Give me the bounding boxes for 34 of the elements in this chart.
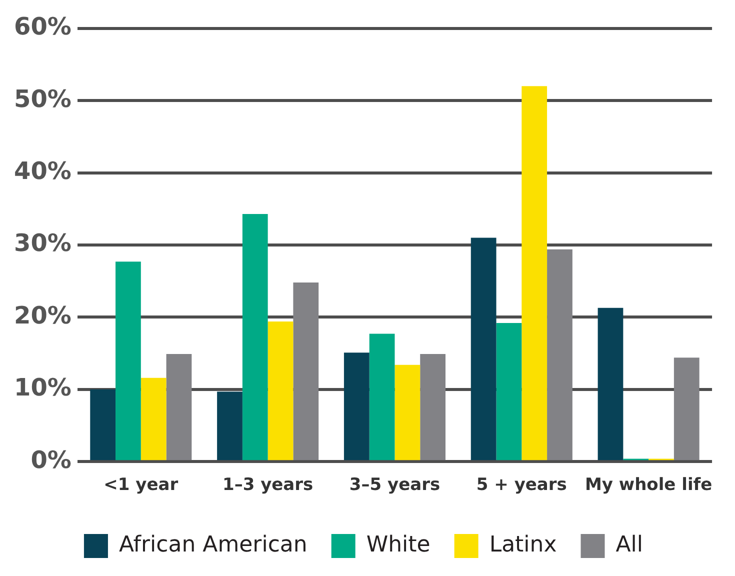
bar [522, 86, 548, 460]
y-tick-label: 0% [30, 446, 72, 474]
x-tick-label: <1 year [104, 475, 179, 496]
legend-label: White [366, 532, 430, 558]
bar [496, 322, 522, 460]
bar [217, 392, 242, 460]
y-tick-label: 10% [14, 374, 72, 402]
bar [293, 282, 319, 460]
bar [420, 354, 446, 460]
bar [547, 249, 572, 460]
y-tick-label: 20% [14, 301, 72, 330]
bar [140, 378, 166, 460]
bar [344, 352, 370, 460]
legend-label: Latinx [489, 532, 557, 558]
bar [470, 238, 496, 460]
bar [116, 262, 141, 460]
legend-label: All [616, 532, 644, 558]
y-tick-label: 60% [14, 12, 72, 41]
x-tick-label: My whole life [584, 475, 712, 496]
bar [598, 308, 624, 460]
bar [242, 214, 268, 460]
x-tick-label: 1–3 years [222, 475, 314, 496]
bar [166, 354, 192, 460]
bar [674, 358, 700, 460]
y-tick-label: 40% [14, 157, 72, 186]
bar [394, 364, 420, 460]
y-tick-label: 30% [14, 229, 72, 258]
bar [268, 322, 294, 460]
bar [369, 334, 395, 460]
legend-label: African American [118, 532, 308, 558]
y-tick-label: 50% [14, 84, 72, 113]
bar [90, 389, 116, 460]
x-tick-label: 5 + years [476, 475, 567, 496]
x-tick-label: 3–5 years [349, 475, 440, 496]
